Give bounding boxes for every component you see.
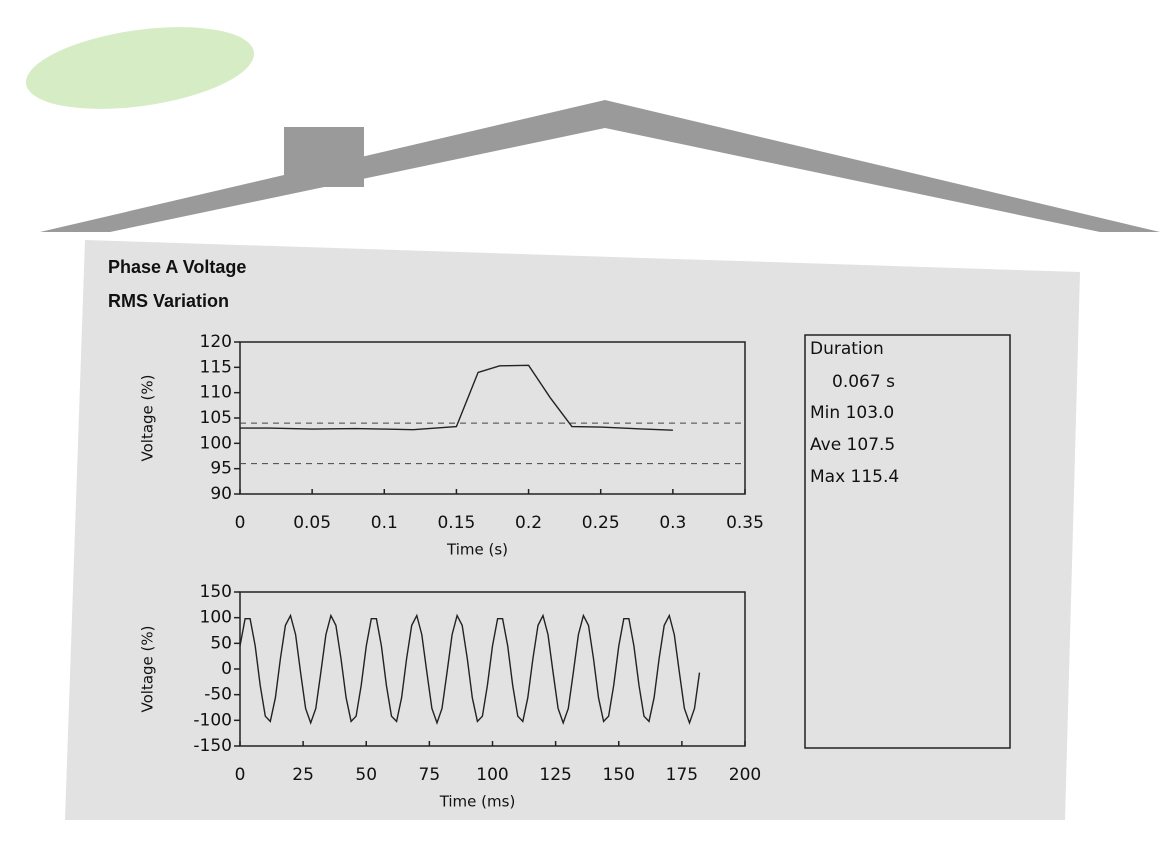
y-axis-label: Voltage (%) — [139, 626, 157, 713]
x-tick-label: 75 — [419, 765, 441, 785]
x-tick-label: 0 — [235, 765, 246, 785]
title: Phase A Voltage — [108, 257, 246, 277]
x-tick-label: 0.25 — [582, 513, 620, 533]
page: {"header": {"title": "Phase A Voltage", … — [0, 0, 1160, 850]
y-tick-label: 105 — [200, 408, 232, 428]
x-tick-label: 150 — [603, 765, 635, 785]
x-tick-label: 0.2 — [515, 513, 542, 533]
y-tick-label: 110 — [200, 383, 232, 403]
subtitle: RMS Variation — [108, 291, 229, 311]
summary-line: Duration — [810, 339, 884, 359]
x-tick-label: 0.1 — [371, 513, 398, 533]
y-tick-label: 115 — [200, 357, 232, 377]
panel — [65, 240, 1080, 820]
y-tick-label: -150 — [193, 736, 232, 756]
y-tick-label: 0 — [221, 659, 232, 679]
y-tick-label: 150 — [200, 582, 232, 602]
x-tick-label: 25 — [292, 765, 314, 785]
y-tick-label: 120 — [200, 332, 232, 352]
summary-line: 0.067 s — [832, 372, 895, 392]
x-axis-label: Time (s) — [446, 541, 508, 559]
y-tick-label: 50 — [210, 633, 232, 653]
roof — [40, 100, 1160, 232]
y-axis-label: Voltage (%) — [139, 375, 157, 462]
y-tick-label: -100 — [193, 710, 232, 730]
x-tick-label: 125 — [539, 765, 571, 785]
x-tick-label: 0.35 — [726, 513, 764, 533]
x-tick-label: 0.15 — [437, 513, 475, 533]
x-axis-label: Time (ms) — [439, 793, 516, 811]
summary-line: Max 115.4 — [810, 467, 899, 487]
summary-line: Min 103.0 — [810, 403, 894, 423]
y-tick-label: 95 — [210, 459, 232, 479]
y-tick-label: 100 — [200, 433, 232, 453]
summary-line: Ave 107.5 — [810, 435, 895, 455]
x-tick-label: 100 — [476, 765, 508, 785]
y-tick-label: 100 — [200, 608, 232, 628]
chart: Phase A Voltage RMS Variation 90 95 100 105… — [0, 0, 1160, 850]
y-tick-label: -50 — [204, 685, 232, 705]
x-tick-label: 0 — [235, 513, 246, 533]
x-tick-label: 0.05 — [293, 513, 331, 533]
x-tick-label: 50 — [355, 765, 377, 785]
x-tick-label: 175 — [666, 765, 698, 785]
x-tick-label: 0.3 — [659, 513, 686, 533]
x-tick-label: 200 — [729, 765, 761, 785]
leaf — [21, 14, 259, 121]
y-tick-label: 90 — [210, 484, 232, 504]
